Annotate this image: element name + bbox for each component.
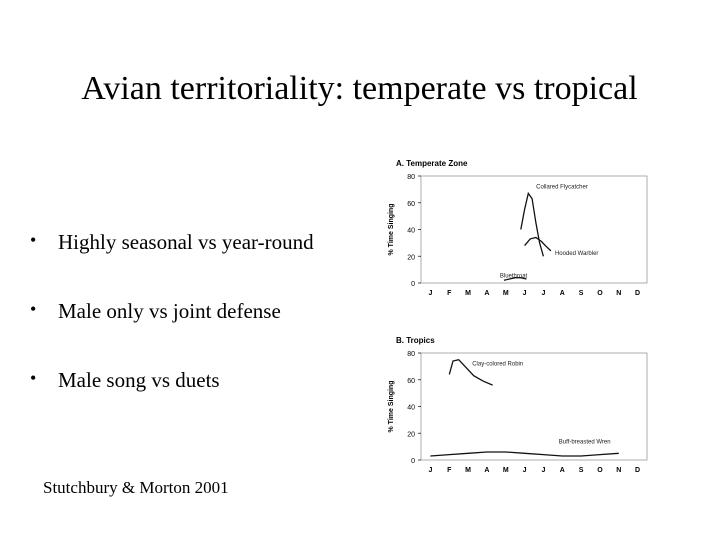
plot-frame [420, 175, 648, 284]
series-line [503, 277, 527, 281]
x-tick-label: M [465, 290, 471, 297]
series-line [520, 191, 545, 257]
y-tick-label: 0 [411, 458, 415, 465]
series-label: Hooded Warbler [555, 251, 598, 257]
bullet-text: Highly seasonal vs year-round [58, 230, 314, 254]
x-tick-label: N [616, 290, 621, 297]
series-line [448, 358, 493, 386]
y-tick-label: 20 [407, 431, 415, 438]
x-tick-label: M [503, 467, 509, 474]
x-tick-label: J [428, 467, 432, 474]
x-tick-label: D [635, 290, 640, 297]
bullet-item: • Male only vs joint defense [30, 299, 314, 368]
citation: Stutchbury & Morton 2001 [43, 478, 229, 497]
x-tick-label: M [465, 467, 471, 474]
x-tick-label: J [523, 290, 527, 297]
y-axis-label: % Time Singing [388, 204, 395, 256]
series-label: Collared Flycatcher [536, 185, 588, 191]
slide-title: Avian territoriality: temperate vs tropi… [81, 70, 638, 107]
y-tick-label: 80 [407, 174, 415, 181]
x-tick-label: M [503, 290, 509, 297]
x-tick-label: S [579, 290, 584, 297]
bullet-dot-icon: • [30, 368, 37, 388]
y-tick-label: 40 [407, 405, 415, 412]
y-tick-label: 80 [407, 351, 415, 358]
y-tick-label: 20 [407, 254, 415, 261]
song-charts-figure: A. Temperate Zone 0 20 40 60 80 J F M A M J J A S O N D % … [388, 159, 648, 474]
series-label: Clay-colored Robin [472, 362, 523, 368]
x-tick-label: A [560, 290, 565, 297]
x-tick-label: J [541, 467, 545, 474]
bullet-dot-icon: • [30, 299, 37, 319]
bullet-item: • Male song vs duets [30, 368, 314, 437]
bullet-text: Male song vs duets [58, 368, 220, 392]
y-tick-label: 40 [407, 228, 415, 235]
series-line [430, 451, 619, 457]
x-tick-label: A [484, 467, 489, 474]
x-tick-label: J [428, 290, 432, 297]
x-tick-label: F [447, 467, 452, 474]
y-axis-label: % Time Singing [388, 381, 395, 433]
series-line [524, 236, 552, 252]
x-tick-label: A [484, 290, 489, 297]
bullet-dot-icon: • [30, 230, 37, 250]
bullet-item: • Highly seasonal vs year-round [30, 230, 314, 299]
y-tick-label: 60 [407, 378, 415, 385]
x-tick-label: J [523, 467, 527, 474]
series-label: Bluethroat [500, 273, 528, 279]
panel-title: B. Tropics [396, 336, 435, 345]
x-tick-label: O [597, 467, 603, 474]
plot-frame [420, 352, 648, 461]
series-label: Buff-breasted Wren [559, 439, 611, 445]
y-tick-label: 0 [411, 281, 415, 288]
x-tick-label: S [579, 467, 584, 474]
x-tick-label: D [635, 467, 640, 474]
x-tick-label: F [447, 290, 452, 297]
x-tick-label: J [541, 290, 545, 297]
x-tick-label: A [560, 467, 565, 474]
y-tick-label: 60 [407, 201, 415, 208]
bullet-text: Male only vs joint defense [58, 299, 281, 323]
panel-title: A. Temperate Zone [396, 159, 468, 168]
x-tick-label: N [616, 467, 621, 474]
bullet-list: • Highly seasonal vs year-round • Male onl… [30, 230, 314, 437]
x-tick-label: O [597, 290, 603, 297]
